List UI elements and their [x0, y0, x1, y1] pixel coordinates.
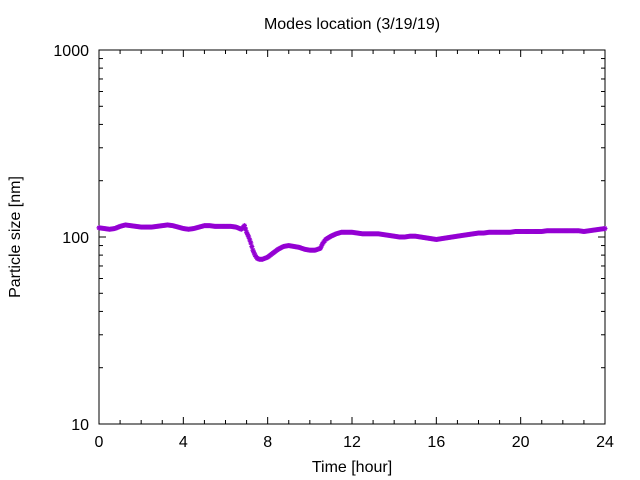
x-tick-label: 4 — [179, 434, 188, 451]
data-points — [96, 222, 608, 262]
x-tick-label: 24 — [596, 434, 614, 451]
y-tick-label: 10 — [71, 417, 89, 434]
x-tick-label: 16 — [427, 434, 445, 451]
y-axis-title: Particle size [nm] — [7, 176, 24, 298]
data-point — [248, 240, 254, 246]
axis-ticks — [98, 49, 606, 425]
y-tick-label: 100 — [62, 230, 89, 247]
x-tick-label: 12 — [343, 434, 361, 451]
data-point — [602, 226, 608, 232]
y-tick-label: 1000 — [53, 43, 89, 60]
chart-title: Modes location (3/19/19) — [264, 16, 440, 33]
x-tick-labels: 0 4 8 12 16 20 24 — [95, 434, 614, 451]
plot-frame — [98, 49, 606, 425]
x-tick-label: 20 — [512, 434, 530, 451]
x-axis-title: Time [hour] — [312, 459, 392, 476]
x-tick-label: 8 — [263, 434, 272, 451]
x-tick-label: 0 — [95, 434, 104, 451]
y-tick-labels: 10 100 1000 — [53, 43, 89, 434]
